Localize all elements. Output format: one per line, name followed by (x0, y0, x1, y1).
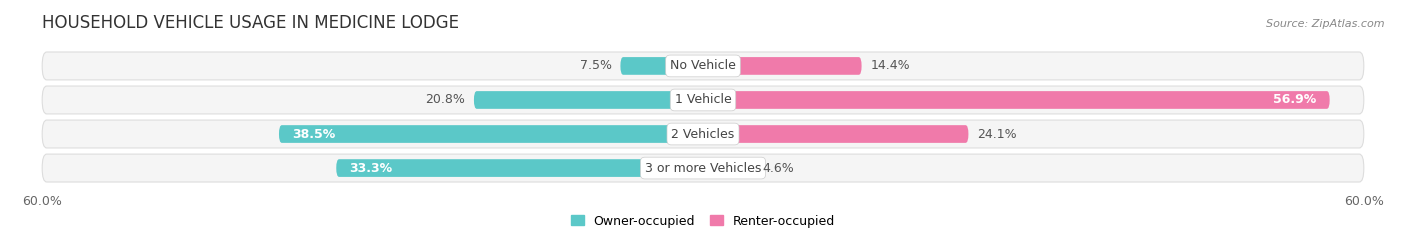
FancyBboxPatch shape (42, 120, 1364, 148)
Text: 33.3%: 33.3% (350, 161, 392, 175)
FancyBboxPatch shape (703, 57, 862, 75)
Text: 2 Vehicles: 2 Vehicles (672, 128, 734, 141)
Text: Source: ZipAtlas.com: Source: ZipAtlas.com (1267, 19, 1385, 29)
FancyBboxPatch shape (620, 57, 703, 75)
Text: HOUSEHOLD VEHICLE USAGE IN MEDICINE LODGE: HOUSEHOLD VEHICLE USAGE IN MEDICINE LODG… (42, 14, 460, 32)
Text: 56.9%: 56.9% (1274, 93, 1316, 106)
FancyBboxPatch shape (42, 154, 1364, 182)
Text: 7.5%: 7.5% (579, 59, 612, 73)
FancyBboxPatch shape (703, 91, 1330, 109)
FancyBboxPatch shape (336, 159, 703, 177)
Text: No Vehicle: No Vehicle (671, 59, 735, 73)
FancyBboxPatch shape (703, 125, 969, 143)
FancyBboxPatch shape (703, 159, 754, 177)
FancyBboxPatch shape (474, 91, 703, 109)
Text: 38.5%: 38.5% (292, 128, 336, 141)
Text: 3 or more Vehicles: 3 or more Vehicles (645, 161, 761, 175)
Text: 4.6%: 4.6% (762, 161, 794, 175)
Text: 24.1%: 24.1% (977, 128, 1017, 141)
FancyBboxPatch shape (42, 52, 1364, 80)
Text: 14.4%: 14.4% (870, 59, 910, 73)
Text: 1 Vehicle: 1 Vehicle (675, 93, 731, 106)
FancyBboxPatch shape (278, 125, 703, 143)
FancyBboxPatch shape (42, 86, 1364, 114)
Legend: Owner-occupied, Renter-occupied: Owner-occupied, Renter-occupied (571, 215, 835, 227)
Text: 20.8%: 20.8% (425, 93, 465, 106)
